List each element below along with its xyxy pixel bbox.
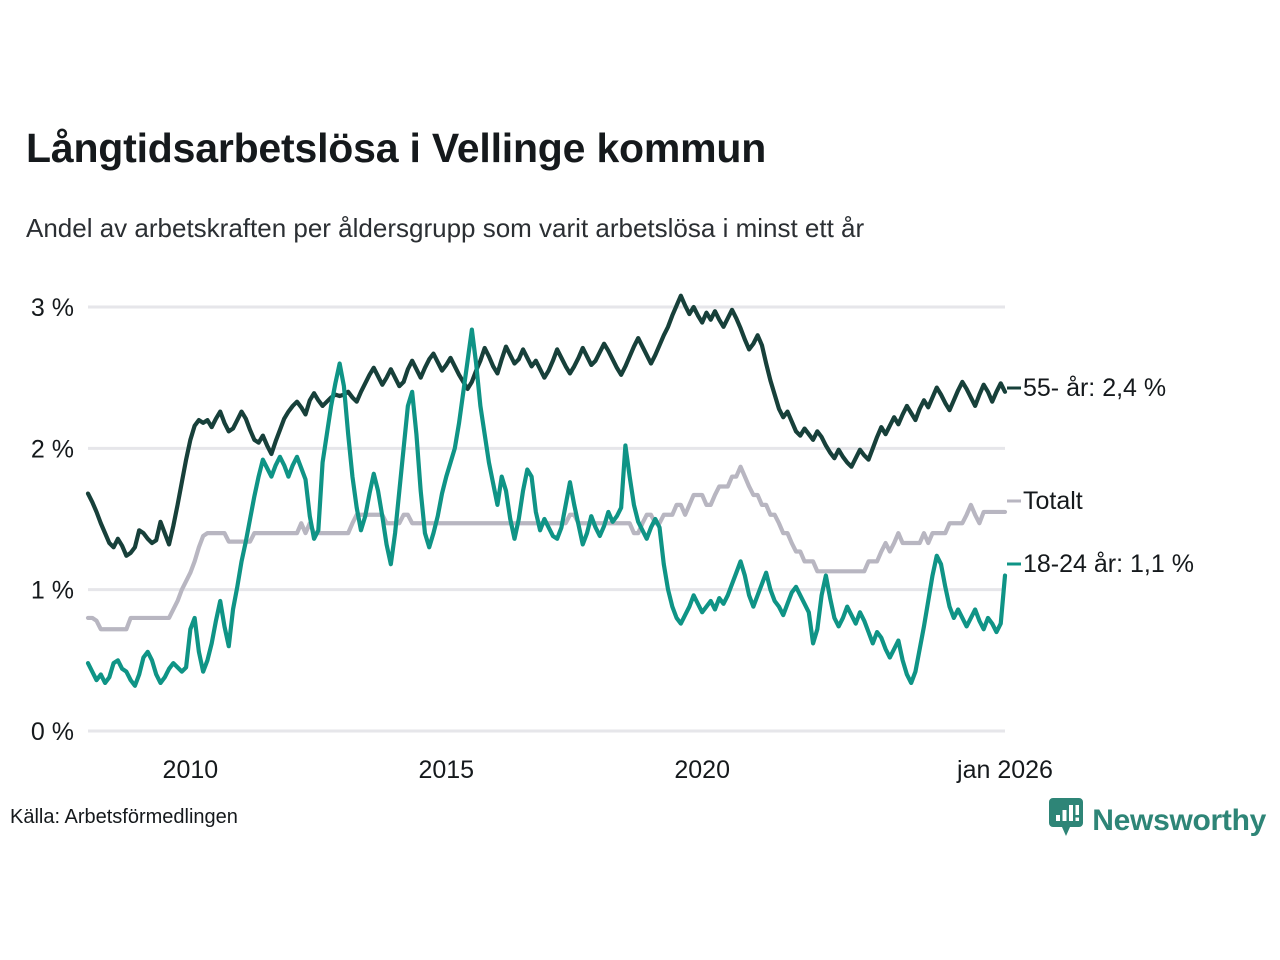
legend-label: Totalt <box>1023 487 1083 515</box>
y-axis-tick-labels: 0 % 1 % 2 % 3 % <box>31 294 74 746</box>
series-line-55-r <box>85 293 1008 558</box>
series-line-totalt <box>85 464 1008 632</box>
y-tick-label: 1 % <box>31 577 74 605</box>
source-note: Källa: Arbetsförmedlingen <box>10 806 238 828</box>
x-tick-label: jan 2026 <box>956 756 1053 784</box>
legend-label: 18-24 år: 1,1 % <box>1023 550 1194 578</box>
series-line-18-24-r <box>85 327 1008 688</box>
gridlines <box>88 305 1005 733</box>
logo-wordmark: Newsworthy <box>1092 803 1266 837</box>
series-lines <box>85 293 1008 688</box>
y-tick-label: 2 % <box>31 435 74 463</box>
bar-chart-speech-bubble-icon <box>1049 798 1084 843</box>
legend-label: 55- år: 2,4 % <box>1023 374 1166 402</box>
x-axis-tick-labels: 2010 2015 2020 jan 2026 <box>163 756 1053 784</box>
x-tick-label: 2010 <box>163 756 219 784</box>
y-tick-label: 0 % <box>31 718 74 746</box>
y-tick-label: 3 % <box>31 294 74 322</box>
x-tick-label: 2015 <box>418 756 474 784</box>
x-tick-label: 2020 <box>674 756 730 784</box>
page-title: Långtidsarbetslösa i Vellinge kommun <box>26 125 767 171</box>
chart-subtitle: Andel av arbetskraften per åldersgrupp s… <box>26 213 865 243</box>
series-inline-legend: 55- år: 2,4 % Totalt 18-24 år: 1,1 % <box>1007 374 1194 578</box>
newsworthy-logo[interactable]: Newsworthy <box>1049 798 1266 843</box>
